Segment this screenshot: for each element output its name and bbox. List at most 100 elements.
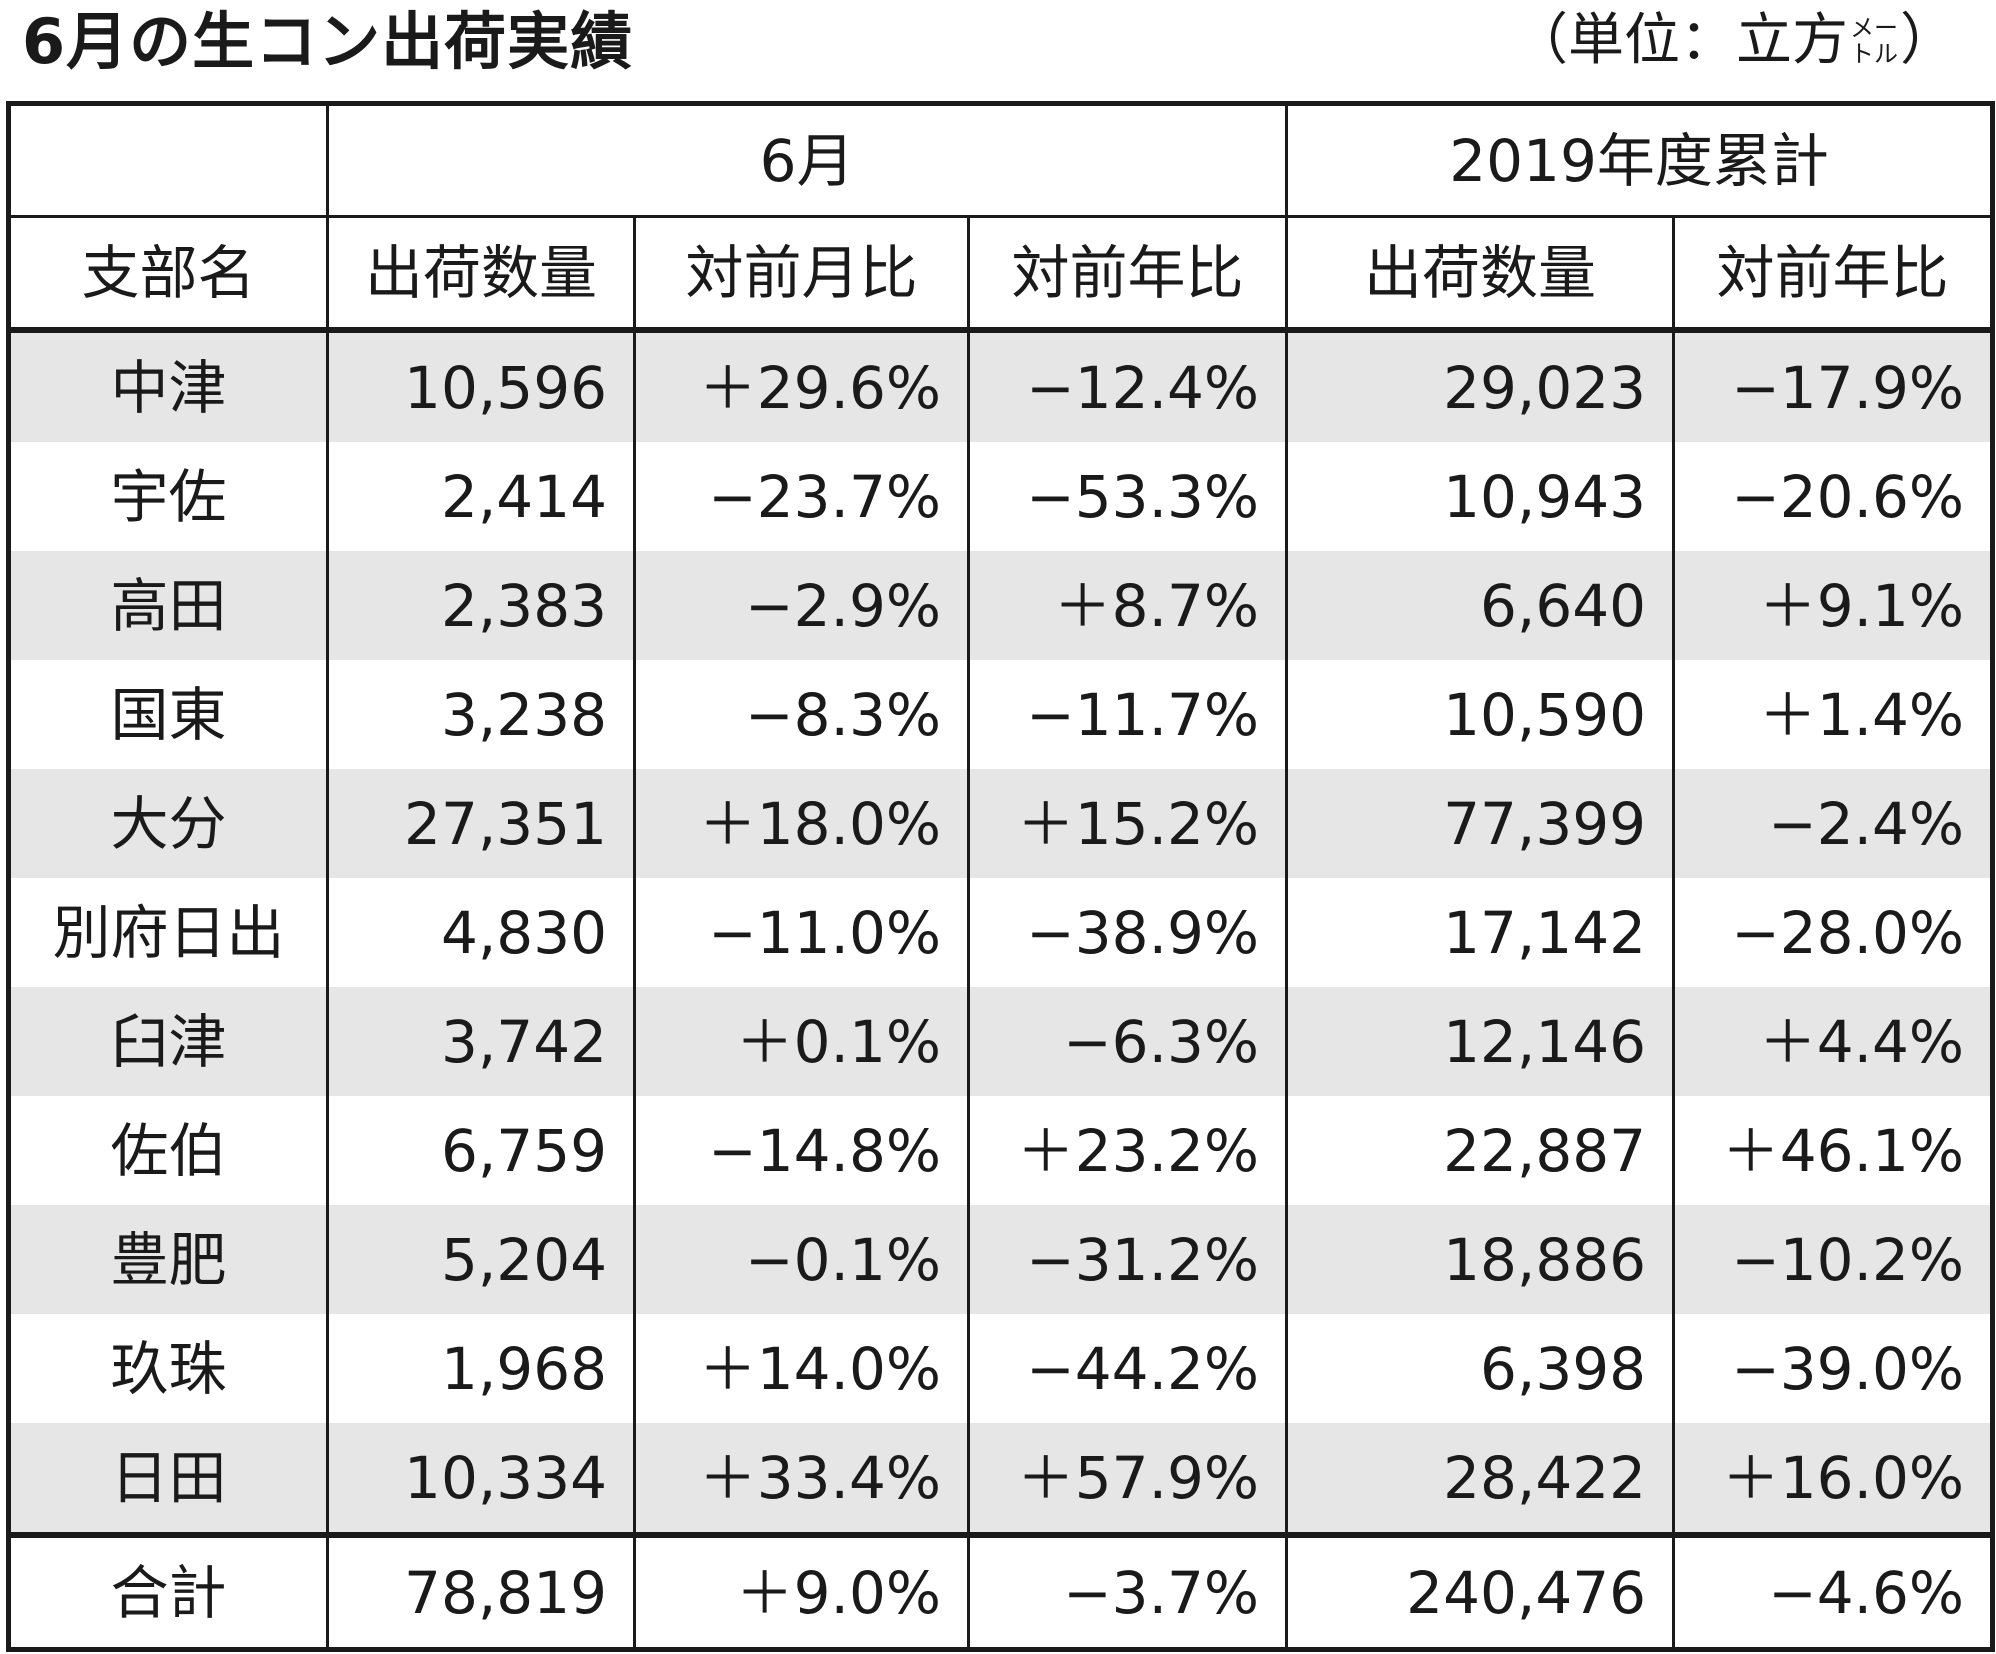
cell-mom: ＋14.0% <box>633 1314 970 1423</box>
cell-qty: 1,968 <box>326 1314 636 1423</box>
table-row: 中津 10,596 ＋29.6% −12.4% 29,023 −17.9% <box>7 330 1995 442</box>
page-title: 6月の生コン出荷実績 <box>22 5 634 78</box>
cell-branch: 国東 <box>7 660 329 769</box>
cell-mom: −11.0% <box>633 878 970 987</box>
cell-qty: 2,383 <box>326 551 636 660</box>
cell-qty: 3,238 <box>326 660 636 769</box>
table-row: 佐伯 6,759 −14.8% ＋23.2% 22,887 ＋46.1% <box>7 1096 1995 1205</box>
cell-cum-yoy: −4.6% <box>1672 1532 1995 1652</box>
cell-cum-yoy: ＋4.4% <box>1672 987 1995 1096</box>
cell-cum-yoy: ＋16.0% <box>1672 1423 1995 1535</box>
cell-branch: 玖珠 <box>7 1314 329 1423</box>
cell-qty: 3,742 <box>326 987 636 1096</box>
cell-yoy: ＋8.7% <box>966 551 1289 660</box>
table-row: 別府日出 4,830 −11.0% −38.9% 17,142 −28.0% <box>7 878 1995 987</box>
cell-cum-yoy: −10.2% <box>1672 1205 1995 1314</box>
cell-mom: ＋29.6% <box>633 330 970 442</box>
cell-qty: 2,414 <box>326 442 636 551</box>
cell-branch: 別府日出 <box>7 878 329 987</box>
cell-cum-qty: 18,886 <box>1285 1205 1676 1314</box>
cell-qty: 6,759 <box>326 1096 636 1205</box>
cell-yoy: −11.7% <box>966 660 1289 769</box>
cell-mom: ＋9.0% <box>633 1532 970 1652</box>
cell-yoy: −38.9% <box>966 878 1289 987</box>
cell-cum-yoy: −39.0% <box>1672 1314 1995 1423</box>
cell-mom: −2.9% <box>633 551 970 660</box>
table-row: 豊肥 5,204 −0.1% −31.2% 18,886 −10.2% <box>7 1205 1995 1314</box>
unit-prefix: （単位：立方 <box>1512 8 1848 73</box>
cell-yoy: −44.2% <box>966 1314 1289 1423</box>
header-row-columns: 支部名 出荷数量 対前月比 対前年比 出荷数量 対前年比 <box>7 215 1995 333</box>
cell-cum-qty: 6,640 <box>1285 551 1676 660</box>
cell-branch: 高田 <box>7 551 329 660</box>
cell-yoy: ＋23.2% <box>966 1096 1289 1205</box>
cell-yoy: −31.2% <box>966 1205 1289 1314</box>
table-row: 大分 27,351 ＋18.0% ＋15.2% 77,399 −2.4% <box>7 769 1995 878</box>
header-group-cumulative: 2019年度累計 <box>1285 101 1995 218</box>
cell-cum-qty: 10,590 <box>1285 660 1676 769</box>
cell-yoy: ＋15.2% <box>966 769 1289 878</box>
cell-mom: −14.8% <box>633 1096 970 1205</box>
header-mom: 対前月比 <box>633 215 970 333</box>
header-yoy: 対前年比 <box>966 215 1289 333</box>
cell-qty: 78,819 <box>326 1532 636 1652</box>
cell-cum-qty: 22,887 <box>1285 1096 1676 1205</box>
cell-cum-yoy: −2.4% <box>1672 769 1995 878</box>
cell-yoy: −12.4% <box>966 330 1289 442</box>
cell-qty: 27,351 <box>326 769 636 878</box>
cell-branch: 合計 <box>7 1532 329 1652</box>
cell-branch: 臼津 <box>7 987 329 1096</box>
table-row: 臼津 3,742 ＋0.1% −6.3% 12,146 ＋4.4% <box>7 987 1995 1096</box>
table-row: 宇佐 2,414 −23.7% −53.3% 10,943 −20.6% <box>7 442 1995 551</box>
cell-qty: 10,334 <box>326 1423 636 1535</box>
header-group-june: 6月 <box>325 101 1289 218</box>
cell-branch: 豊肥 <box>7 1205 329 1314</box>
cell-cum-qty: 10,943 <box>1285 442 1676 551</box>
table-row: 国東 3,238 −8.3% −11.7% 10,590 ＋1.4% <box>7 660 1995 769</box>
unit-suffix: ） <box>1900 8 1956 73</box>
cell-cum-qty: 28,422 <box>1285 1423 1676 1535</box>
cell-qty: 10,596 <box>326 330 636 442</box>
cell-cum-yoy: −28.0% <box>1672 878 1995 987</box>
total-row: 合計 78,819 ＋9.0% −3.7% 240,476 −4.6% <box>7 1532 1995 1652</box>
cell-cum-yoy: −17.9% <box>1672 330 1995 442</box>
cell-branch: 宇佐 <box>7 442 329 551</box>
cell-cum-yoy: ＋9.1% <box>1672 551 1995 660</box>
cell-mom: −8.3% <box>633 660 970 769</box>
cell-yoy: −3.7% <box>966 1532 1289 1652</box>
cell-mom: ＋18.0% <box>633 769 970 878</box>
cell-cum-yoy: ＋1.4% <box>1672 660 1995 769</box>
cell-branch: 大分 <box>7 769 329 878</box>
cell-cum-qty: 6,398 <box>1285 1314 1676 1423</box>
header-cum-yoy: 対前年比 <box>1672 215 1995 333</box>
cell-yoy: ＋57.9% <box>966 1423 1289 1535</box>
cell-qty: 5,204 <box>326 1205 636 1314</box>
cell-qty: 4,830 <box>326 878 636 987</box>
cell-mom: −23.7% <box>633 442 970 551</box>
cell-mom: −0.1% <box>633 1205 970 1314</box>
header-cum-qty: 出荷数量 <box>1285 215 1676 333</box>
cell-cum-qty: 77,399 <box>1285 769 1676 878</box>
header-qty: 出荷数量 <box>326 215 636 333</box>
unit-note: （単位：立方 メー トル ） <box>1512 6 1956 76</box>
table-row: 高田 2,383 −2.9% ＋8.7% 6,640 ＋9.1% <box>7 551 1995 660</box>
cell-mom: ＋0.1% <box>633 987 970 1096</box>
cell-cum-qty: 17,142 <box>1285 878 1676 987</box>
header-empty-cell <box>7 101 329 218</box>
cell-branch: 佐伯 <box>7 1096 329 1205</box>
header-row-groups: 6月 2019年度累計 <box>7 101 1995 218</box>
table-row: 日田 10,334 ＋33.4% ＋57.9% 28,422 ＋16.0% <box>7 1423 1995 1535</box>
cell-yoy: −53.3% <box>966 442 1289 551</box>
unit-small-top: メー <box>1850 14 1898 42</box>
cell-cum-yoy: ＋46.1% <box>1672 1096 1995 1205</box>
cell-cum-qty: 29,023 <box>1285 330 1676 442</box>
cell-cum-qty: 240,476 <box>1285 1532 1676 1652</box>
cell-branch: 中津 <box>7 330 329 442</box>
shipment-table: 6月 2019年度累計 支部名 出荷数量 対前月比 対前年比 出荷数量 対前年比… <box>6 101 1996 1652</box>
cell-branch: 日田 <box>7 1423 329 1535</box>
unit-small: メー トル <box>1850 15 1898 67</box>
header-branch: 支部名 <box>7 215 329 333</box>
cell-cum-qty: 12,146 <box>1285 987 1676 1096</box>
table-row: 玖珠 1,968 ＋14.0% −44.2% 6,398 −39.0% <box>7 1314 1995 1423</box>
cell-yoy: −6.3% <box>966 987 1289 1096</box>
